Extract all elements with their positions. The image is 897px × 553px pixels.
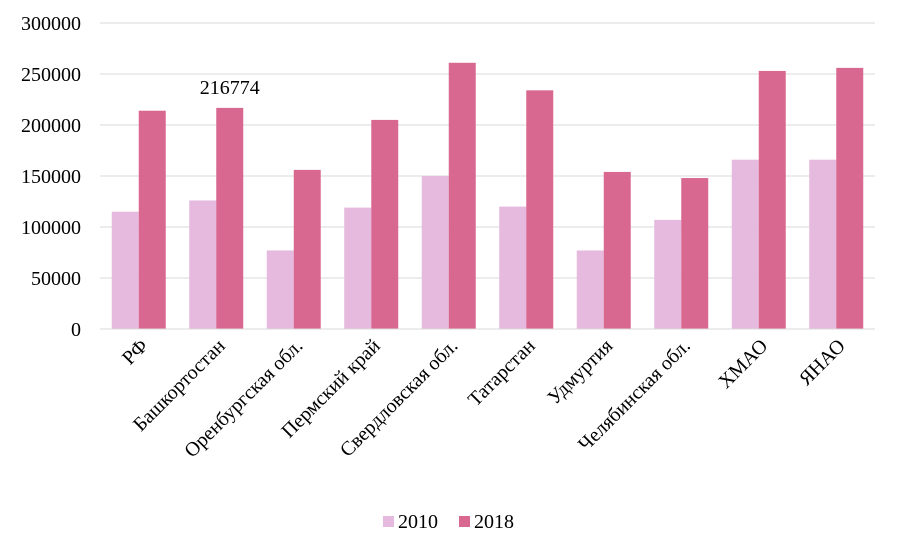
bar-2010-2 <box>266 250 294 329</box>
legend-swatch-2010 <box>383 516 394 527</box>
category-label: РФ <box>118 335 152 369</box>
bar-2018-9 <box>836 67 864 329</box>
bar-2010-9 <box>809 159 837 329</box>
legend-swatch-2018 <box>459 516 470 527</box>
bar-2010-7 <box>654 219 682 329</box>
y-tick-label: 100000 <box>21 217 81 239</box>
bar-2010-1 <box>189 200 217 329</box>
y-tick-label: 0 <box>71 319 81 341</box>
bar-2010-5 <box>499 206 527 329</box>
bars <box>111 62 864 330</box>
bar-2010-0 <box>111 211 139 329</box>
bar-2018-4 <box>448 62 476 329</box>
bar-2010-3 <box>344 207 372 329</box>
bar-2010-6 <box>576 250 604 329</box>
category-label: Татарстан <box>464 335 540 411</box>
data-label: 216774 <box>200 77 260 99</box>
category-label: ЯНАО <box>795 335 850 390</box>
y-tick-label: 250000 <box>21 64 81 86</box>
bar-2018-3 <box>371 119 399 330</box>
data-labels: 216774 <box>200 77 260 99</box>
legend: 2010 2018 <box>383 511 514 533</box>
legend-label-2018: 2018 <box>474 511 514 533</box>
bar-2018-0 <box>138 110 166 329</box>
bar-2018-6 <box>603 171 631 329</box>
y-axis-ticks: 0 50000 100000 150000 200000 250000 300000 <box>21 13 81 341</box>
category-label: ХМАО <box>714 335 772 393</box>
y-tick-label: 200000 <box>21 115 81 137</box>
bar-2018-7 <box>681 178 709 329</box>
y-tick-label: 150000 <box>21 166 81 188</box>
bar-2010-4 <box>421 176 449 329</box>
y-tick-label: 50000 <box>31 268 81 290</box>
bar-2018-1 <box>216 107 244 329</box>
bar-2010-8 <box>731 159 759 329</box>
bar-2018-2 <box>293 169 321 329</box>
legend-label-2010: 2010 <box>398 511 438 533</box>
y-tick-label: 300000 <box>21 13 81 35</box>
bar-2018-5 <box>526 90 554 329</box>
bar-2018-8 <box>758 70 786 329</box>
category-label: Удмуртия <box>543 335 617 409</box>
